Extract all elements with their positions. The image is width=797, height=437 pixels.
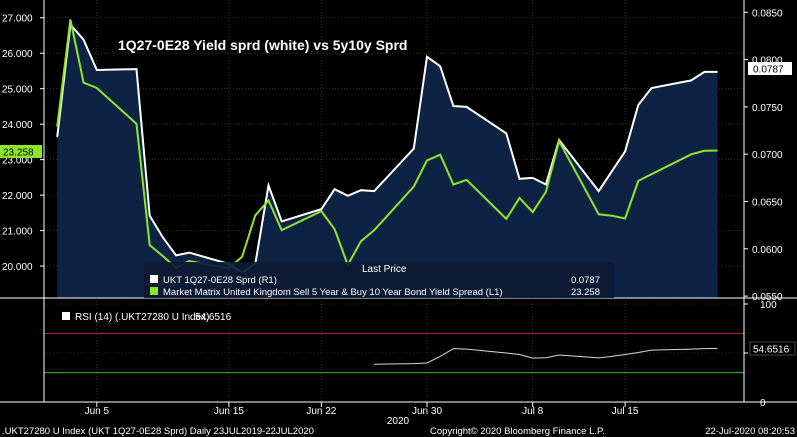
green-last-value: 23.258 xyxy=(3,148,34,159)
green-series-line xyxy=(56,19,718,270)
right-tick-label: 0.0750 xyxy=(752,103,783,114)
white-last-value: 0.0787 xyxy=(753,65,784,76)
left-tick-label: 23.000 xyxy=(2,156,33,167)
legend-label-green: Market Matrix United Kingdom Sell 5 Year… xyxy=(163,287,503,298)
rsi-panel: 0 100 RSI (14) (.UKT27280 U Index) 54.651… xyxy=(44,298,796,409)
rsi-tick-label: 100 xyxy=(760,300,777,311)
footer-index-text: .UKT27280 U Index (UKT 1Q27-0E28 Sprd) D… xyxy=(2,426,314,437)
x-tick-label: Jun 30 xyxy=(412,406,442,417)
white-last-value-tag: 0.0787 xyxy=(748,62,792,76)
x-tick-label: Jun 15 xyxy=(214,406,244,417)
rsi-line xyxy=(374,347,718,365)
rsi-value: 54.6516 xyxy=(753,345,790,356)
white-series-area xyxy=(57,24,718,298)
left-tick-label: 20.000 xyxy=(2,262,33,273)
x-tick-label: Jun 5 xyxy=(85,406,110,417)
left-axis-ticks: 20.000 21.000 22.000 23.000 24.000 25.000 26.0… xyxy=(2,14,44,273)
main-panel: 20.000 21.000 22.000 23.000 24.000 25.000 26.0… xyxy=(2,0,783,303)
white-series-line xyxy=(56,22,718,274)
legend-header: Last Price xyxy=(362,264,407,275)
left-tick-label: 27.000 xyxy=(2,14,33,25)
legend-swatch-white xyxy=(150,275,158,283)
legend: Last Price UKT 1Q27-0E28 Sprd (R1) 0.078… xyxy=(144,262,614,298)
rsi-label-value: 54.6516 xyxy=(195,312,232,323)
rsi-tick-label: 0 xyxy=(760,398,766,409)
left-tick-label: 26.000 xyxy=(2,49,33,60)
right-tick-label: 0.0650 xyxy=(752,198,783,209)
x-tick-label: Jun 22 xyxy=(306,406,336,417)
rsi-grid xyxy=(44,298,744,403)
right-tick-label: 0.0700 xyxy=(752,150,783,161)
x-axis-ticks: Jun 5 Jun 15 Jun 22 Jun 30 Jul 8 Jul 15 xyxy=(85,402,639,417)
legend-label-white: UKT 1Q27-0E28 Sprd (R1) xyxy=(163,275,277,286)
right-tick-label: 0.0850 xyxy=(752,8,783,19)
legend-swatch-green xyxy=(150,287,158,295)
right-tick-label: 0.0600 xyxy=(752,245,783,256)
x-tick-label: Jul 15 xyxy=(612,406,639,417)
footer-timestamp: 22-Jul-2020 08:20:53 xyxy=(705,426,795,437)
x-tick-label: Jul 8 xyxy=(522,406,544,417)
legend-value-white: 0.0787 xyxy=(571,275,600,286)
rsi-label-box xyxy=(58,309,246,324)
legend-value-green: 23.258 xyxy=(571,287,600,298)
left-tick-label: 24.000 xyxy=(2,120,33,131)
left-tick-label: 22.000 xyxy=(2,191,33,202)
footer-copyright: Copyright© 2020 Bloomberg Finance L.P. xyxy=(430,426,605,437)
rsi-legend-swatch xyxy=(62,312,70,320)
green-last-value-tag: 23.258 xyxy=(0,145,42,159)
rsi-label: RSI (14) (.UKT27280 U Index) xyxy=(75,312,210,323)
chart-title: 1Q27-0E28 Yield sprd (white) vs 5y10y Sp… xyxy=(118,37,407,53)
left-tick-label: 21.000 xyxy=(2,227,33,238)
left-tick-label: 25.000 xyxy=(2,85,33,96)
x-year-label: 2020 xyxy=(387,416,410,427)
right-tick-label: 0.0800 xyxy=(752,56,783,67)
rsi-value-tag xyxy=(749,341,796,356)
